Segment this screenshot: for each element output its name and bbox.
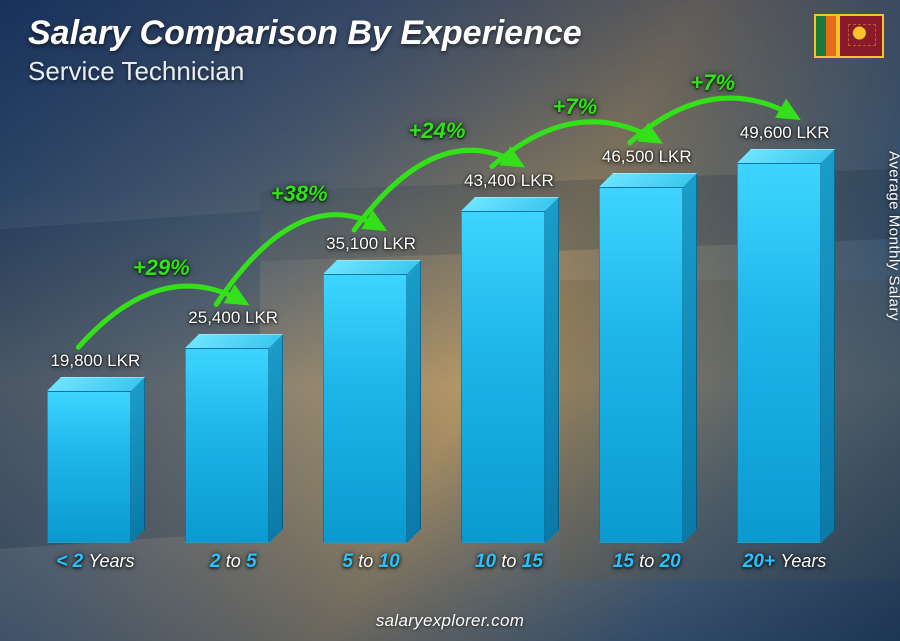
page-subtitle: Service Technician bbox=[28, 56, 244, 87]
bar-value-label: 43,400 LKR bbox=[449, 171, 569, 191]
increase-arc-label: +7% bbox=[690, 70, 735, 96]
salary-bar bbox=[737, 163, 833, 543]
bar-slot: 49,600 LKR 20+ Years bbox=[725, 110, 845, 571]
bar-slot: 43,400 LKR 10 to 15 bbox=[449, 110, 569, 571]
page-title: Salary Comparison By Experience bbox=[28, 14, 582, 53]
bar-category-label: 5 to 10 bbox=[311, 551, 431, 573]
bar-slot: 35,100 LKR 5 to 10 bbox=[311, 110, 431, 571]
bar-slot: 25,400 LKR 2 to 5 bbox=[173, 110, 293, 571]
salary-bar bbox=[461, 211, 557, 544]
bar-slot: 19,800 LKR < 2 Years bbox=[35, 110, 155, 571]
bar-category-label: 20+ Years bbox=[725, 551, 845, 573]
bar-value-label: 25,400 LKR bbox=[173, 308, 293, 328]
salary-bar bbox=[47, 391, 143, 543]
bar-category-label: 2 to 5 bbox=[173, 551, 293, 573]
bar-value-label: 19,800 LKR bbox=[35, 351, 155, 371]
salary-bar bbox=[599, 187, 695, 543]
source-footer: salaryexplorer.com bbox=[0, 611, 900, 631]
bar-category-label: < 2 Years bbox=[35, 551, 155, 573]
bar-value-label: 46,500 LKR bbox=[587, 147, 707, 167]
bar-slot: 46,500 LKR 15 to 20 bbox=[587, 110, 707, 571]
y-axis-label: Average Monthly Salary bbox=[886, 151, 900, 321]
infographic-stage: Salary Comparison By Experience Service … bbox=[0, 0, 900, 641]
salary-bar bbox=[185, 348, 281, 543]
bar-category-label: 10 to 15 bbox=[449, 551, 569, 573]
salary-bar-chart: 19,800 LKR < 2 Years 25,400 LKR 2 to 5 35,10… bbox=[30, 110, 850, 571]
bar-category-label: 15 to 20 bbox=[587, 551, 707, 573]
bar-value-label: 49,600 LKR bbox=[725, 123, 845, 143]
bar-value-label: 35,100 LKR bbox=[311, 234, 431, 254]
country-flag-icon bbox=[814, 14, 884, 58]
salary-bar bbox=[323, 274, 419, 543]
